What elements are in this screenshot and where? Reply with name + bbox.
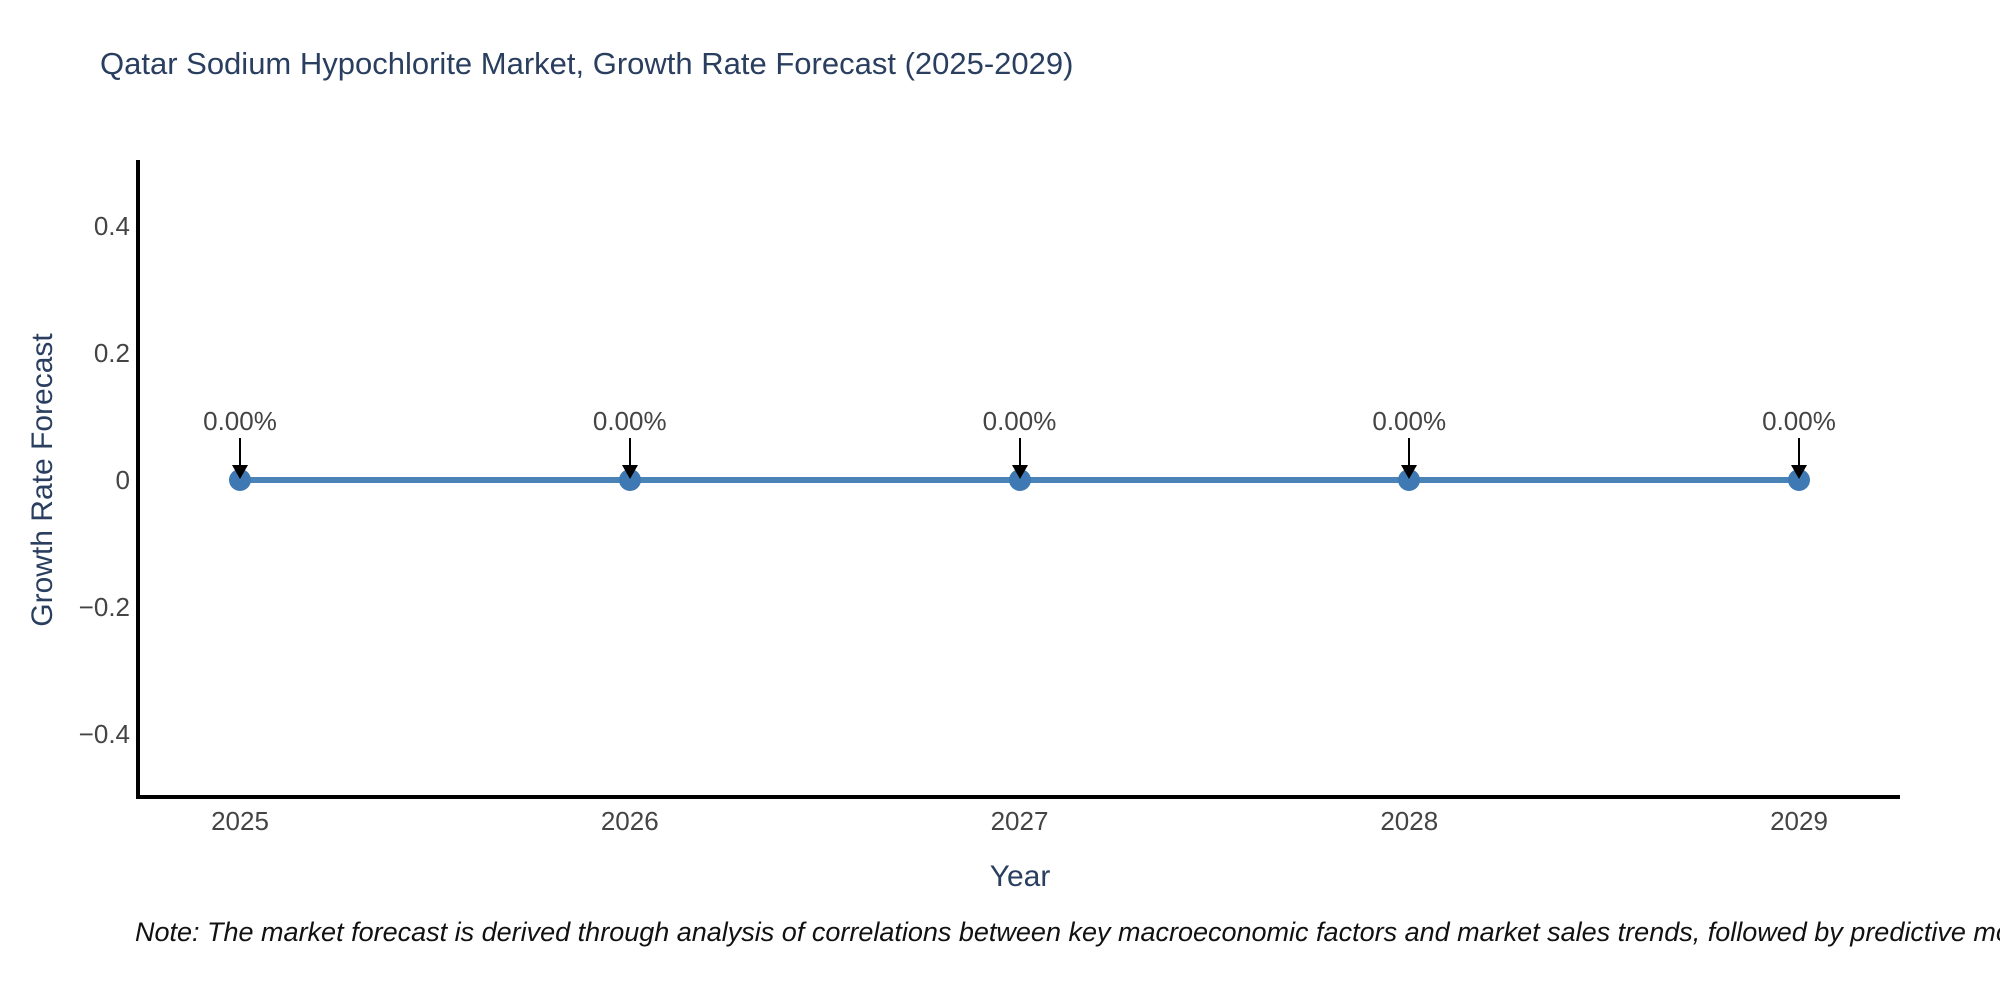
point-annotation-label: 0.00% bbox=[1372, 406, 1447, 436]
annotation-arrowhead bbox=[1791, 465, 1807, 479]
x-tick-label: 2025 bbox=[211, 806, 269, 836]
annotation-arrowhead bbox=[621, 465, 638, 479]
point-annotation-label: 0.00% bbox=[1762, 406, 1836, 436]
y-tick-label: −0.4 bbox=[78, 719, 130, 749]
x-tick-label: 2029 bbox=[1770, 806, 1828, 836]
x-tick-label: 2028 bbox=[1380, 806, 1439, 836]
annotation-arrowhead bbox=[232, 465, 248, 479]
y-tick-label: 0.4 bbox=[93, 211, 130, 241]
y-tick-label: 0.2 bbox=[93, 338, 130, 368]
x-axis-spine bbox=[136, 795, 1900, 799]
x-tick-label: 2026 bbox=[600, 806, 659, 836]
y-tick-label: 0 bbox=[115, 465, 130, 495]
annotation-arrow bbox=[1798, 438, 1800, 467]
point-annotation-label: 0.00% bbox=[203, 406, 277, 436]
y-axis-spine bbox=[136, 160, 140, 799]
chart-note: Note: The market forecast is derived thr… bbox=[135, 917, 2000, 947]
annotation-arrowhead bbox=[1401, 465, 1418, 479]
annotation-arrow bbox=[239, 438, 241, 467]
annotation-arrow bbox=[1018, 438, 1021, 467]
point-annotation-label: 0.00% bbox=[982, 406, 1057, 436]
x-tick-label: 2027 bbox=[990, 806, 1049, 836]
y-tick-label: −0.2 bbox=[78, 592, 130, 622]
annotation-arrowhead bbox=[1011, 465, 1028, 479]
annotation-arrow bbox=[628, 438, 631, 467]
x-axis-title: Year bbox=[989, 860, 1051, 893]
annotation-arrow bbox=[1408, 438, 1411, 467]
chart-title: Qatar Sodium Hypochlorite Market, Growth… bbox=[100, 46, 1074, 81]
point-annotation-label: 0.00% bbox=[592, 406, 667, 436]
